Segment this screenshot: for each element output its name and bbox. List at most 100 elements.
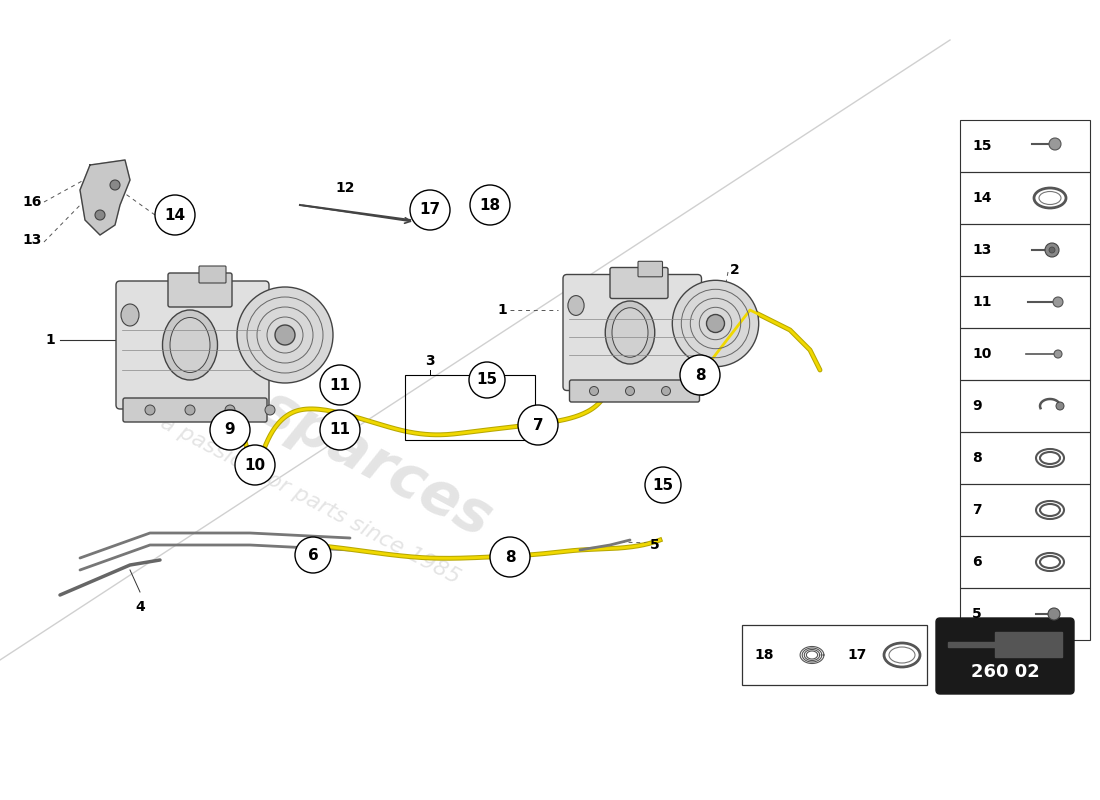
Circle shape [145,405,155,415]
Circle shape [470,185,510,225]
Text: 15: 15 [652,478,673,493]
FancyBboxPatch shape [168,273,232,307]
FancyBboxPatch shape [610,267,668,298]
Text: 3: 3 [426,354,434,368]
Text: a passion for parts since 1985: a passion for parts since 1985 [157,412,463,588]
Circle shape [1054,350,1062,358]
Circle shape [236,287,333,383]
Text: 14: 14 [164,207,186,222]
Bar [960,536,1090,588]
Bar [960,172,1090,224]
Text: 9: 9 [224,422,235,438]
Text: 9: 9 [972,399,981,413]
Circle shape [185,405,195,415]
Circle shape [1045,243,1059,257]
Circle shape [226,405,235,415]
Circle shape [1053,297,1063,307]
Circle shape [626,386,635,395]
FancyBboxPatch shape [570,380,700,402]
Text: 10: 10 [244,458,265,473]
Text: 8: 8 [695,367,705,382]
Text: 18: 18 [480,198,501,213]
Circle shape [469,362,505,398]
Circle shape [1049,247,1055,253]
Circle shape [320,365,360,405]
Text: 15: 15 [476,373,497,387]
Bar [960,484,1090,536]
Ellipse shape [605,301,654,364]
Text: 8: 8 [972,451,981,465]
Text: 1: 1 [497,303,507,317]
Text: 2: 2 [730,263,739,277]
Circle shape [680,355,720,395]
Circle shape [518,405,558,445]
Circle shape [265,405,275,415]
Circle shape [275,325,295,345]
Circle shape [295,537,331,573]
Bar [960,380,1090,432]
Ellipse shape [121,304,139,326]
Text: 12: 12 [336,181,354,195]
Circle shape [95,210,104,220]
Polygon shape [80,160,130,235]
FancyBboxPatch shape [638,262,662,277]
Bar [960,328,1090,380]
Text: 4: 4 [135,600,145,614]
Circle shape [706,314,725,333]
Circle shape [1048,608,1060,620]
Circle shape [210,410,250,450]
FancyBboxPatch shape [123,398,267,422]
Text: 11: 11 [330,378,351,393]
Circle shape [155,195,195,235]
Text: 17: 17 [419,202,441,218]
Text: 10: 10 [972,347,991,361]
Text: 6: 6 [972,555,981,569]
Circle shape [410,190,450,230]
Text: 16: 16 [23,195,42,209]
Bar [960,276,1090,328]
FancyBboxPatch shape [936,618,1074,694]
Text: 11: 11 [330,422,351,438]
Text: 18: 18 [754,648,773,662]
Text: 7: 7 [532,418,543,433]
Circle shape [1056,402,1064,410]
Text: 6: 6 [308,547,318,562]
Bar [960,120,1090,172]
Text: 14: 14 [972,191,991,205]
Polygon shape [948,632,1062,657]
Text: 17: 17 [847,648,867,662]
Text: 13: 13 [972,243,991,257]
Text: 260 02: 260 02 [970,663,1040,681]
Circle shape [1049,138,1061,150]
Circle shape [672,280,759,366]
Circle shape [590,386,598,395]
Bar [960,432,1090,484]
Ellipse shape [568,296,584,315]
Ellipse shape [170,318,210,373]
Circle shape [110,180,120,190]
Circle shape [235,445,275,485]
Text: 7: 7 [972,503,981,517]
FancyBboxPatch shape [563,274,702,390]
Bar [960,224,1090,276]
Text: 5: 5 [972,607,981,621]
Ellipse shape [612,308,648,358]
Text: eurosparces: eurosparces [119,310,502,550]
Text: 11: 11 [972,295,991,309]
FancyBboxPatch shape [116,281,270,409]
Bar [960,588,1090,640]
Circle shape [320,410,360,450]
Text: 15: 15 [972,139,991,153]
Circle shape [697,386,706,395]
Text: 1: 1 [45,333,55,347]
Text: 13: 13 [23,233,42,247]
Bar [405,375,535,440]
Bar [742,625,927,685]
Text: 8: 8 [505,550,515,565]
Ellipse shape [163,310,218,380]
Circle shape [490,537,530,577]
Text: 5: 5 [650,538,660,552]
Circle shape [645,467,681,503]
FancyBboxPatch shape [199,266,226,283]
Circle shape [661,386,671,395]
